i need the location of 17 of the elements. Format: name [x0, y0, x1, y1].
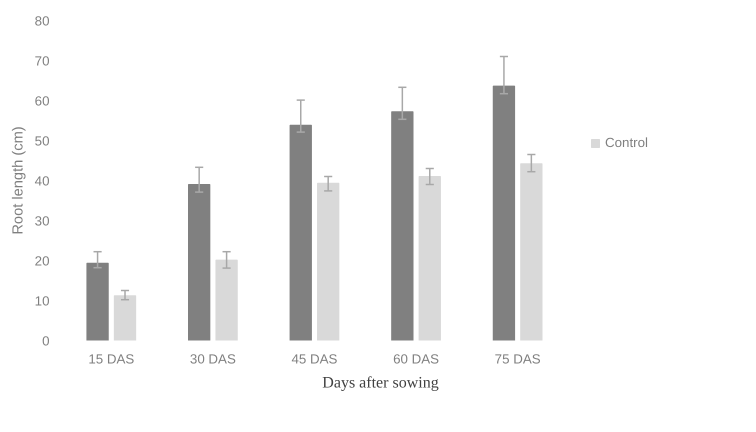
legend-label: Control — [605, 135, 648, 150]
y-axis-title: Root length (cm) — [10, 126, 27, 235]
x-tick-label: 45 DAS — [292, 352, 338, 366]
x-axis-title: Days after sowing — [322, 374, 439, 392]
x-tick-label: 15 DAS — [88, 352, 134, 366]
y-tick-label: 60 — [34, 94, 50, 108]
y-tick-label: 70 — [34, 54, 50, 68]
y-tick-label: 50 — [34, 134, 50, 148]
y-tick-label: 0 — [42, 334, 50, 348]
y-tick-label: 40 — [34, 174, 50, 188]
y-tick-label: 80 — [34, 14, 50, 28]
x-tick-label: 60 DAS — [393, 352, 440, 366]
y-tick-label: 20 — [34, 254, 50, 268]
x-tick-label: 75 DAS — [494, 352, 541, 366]
x-tick-label: 30 DAS — [190, 352, 236, 366]
y-tick-label: 10 — [34, 294, 50, 308]
y-tick-label: 30 — [34, 214, 50, 228]
